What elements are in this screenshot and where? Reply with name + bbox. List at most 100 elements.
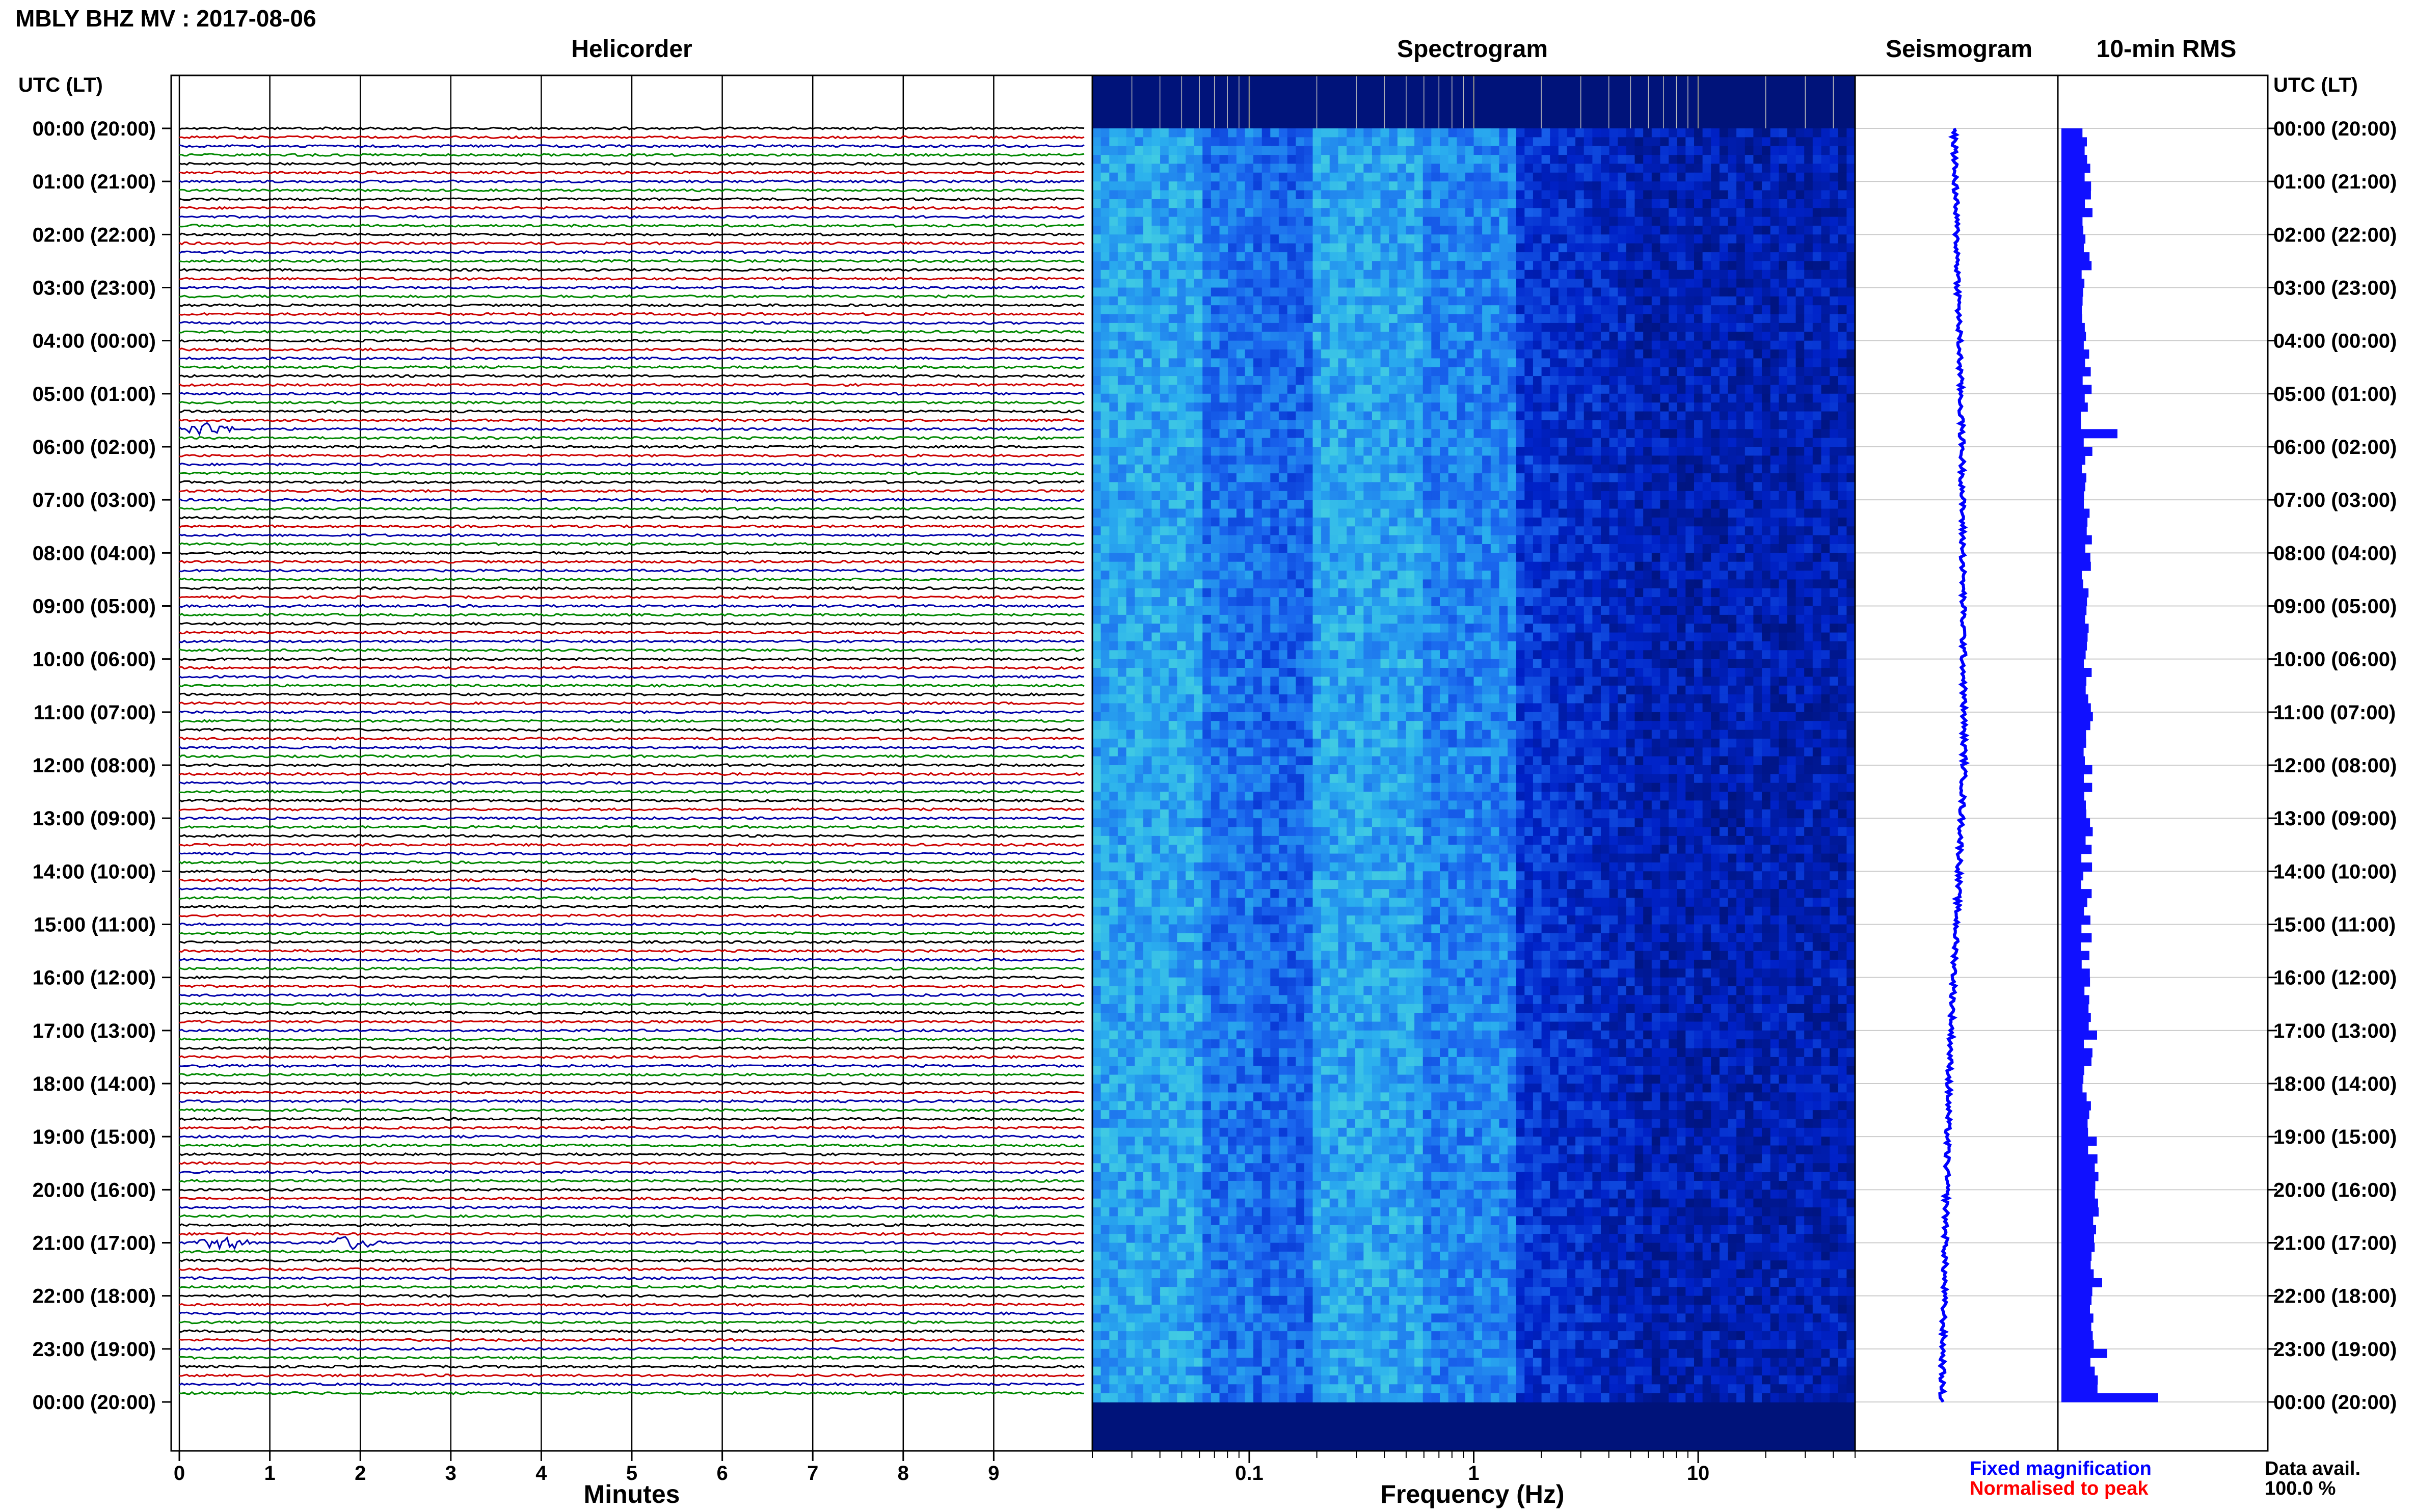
spectrogram-cell [1601, 473, 1609, 482]
spectrogram-cell [1736, 553, 1745, 562]
spectrogram-cell [1491, 579, 1499, 588]
spectrogram-cell [1584, 579, 1593, 588]
spectrogram-cell [1296, 261, 1304, 270]
spectrogram-cell [1813, 261, 1821, 270]
spectrogram-cell [1533, 349, 1542, 359]
spectrogram-cell [1770, 128, 1779, 138]
spectrogram-cell [1669, 579, 1677, 588]
spectrogram-cell [1109, 402, 1118, 412]
spectrogram-cell [1660, 296, 1669, 306]
spectrogram-cell [1347, 349, 1355, 359]
spectrogram-cell [1694, 491, 1703, 500]
spectrogram-cell [1177, 455, 1186, 465]
spectrogram-cell [1720, 588, 1728, 598]
spectrogram-cell [1821, 500, 1830, 509]
spectrogram-cell [1262, 491, 1271, 500]
spectrogram-cell [1330, 376, 1338, 385]
spectrogram-cell [1711, 173, 1720, 182]
spectrogram-cell [1813, 606, 1821, 615]
spectrogram-cell [1296, 234, 1304, 244]
spectrogram-cell [1338, 252, 1347, 261]
spectrogram-cell [1846, 244, 1855, 253]
spectrogram-cell [1363, 314, 1372, 323]
spectrogram-cell [1262, 526, 1271, 535]
spectrogram-cell [1567, 288, 1576, 297]
spectrogram-cell [1601, 358, 1609, 367]
spectrogram-cell [1499, 261, 1508, 270]
spectrogram-cell [1550, 579, 1559, 588]
spectrogram-cell [1287, 181, 1296, 191]
spectrogram-cell [1652, 465, 1660, 474]
spectrogram-cell [1287, 199, 1296, 208]
spectrogram-cell [1135, 164, 1143, 173]
spectrogram-cell [1389, 553, 1398, 562]
spectrogram-cell [1516, 376, 1525, 385]
spectrogram-cell [1499, 296, 1508, 306]
spectrogram-cell [1652, 341, 1660, 350]
spectrogram-cell [1245, 376, 1253, 385]
spectrogram-cell [1567, 217, 1576, 226]
spectrogram-cell [1381, 402, 1389, 412]
spectrogram-cell [1253, 597, 1262, 606]
spectrogram-cell [1406, 181, 1414, 191]
spectrogram-cell [1304, 588, 1313, 598]
spectrogram-cell [1643, 252, 1652, 261]
spectrogram-cell [1211, 252, 1220, 261]
spectrogram-cell [1762, 500, 1770, 509]
spectrogram-cell [1830, 349, 1838, 359]
spectrogram-cell [1796, 279, 1805, 288]
spectrogram-cell [1347, 217, 1355, 226]
spectrogram-cell [1770, 358, 1779, 367]
spectrogram-cell [1703, 288, 1711, 297]
spectrogram-cell [1431, 146, 1440, 155]
spectrogram-cell [1711, 402, 1720, 412]
spectrogram-cell [1821, 447, 1830, 456]
spectrogram-cell [1118, 482, 1126, 491]
spectrogram-cell [1838, 465, 1847, 474]
spectrogram-cell [1186, 217, 1194, 226]
spectrogram-cell [1270, 491, 1279, 500]
spectrogram-cell [1770, 270, 1779, 279]
spectrogram-cell [1728, 296, 1737, 306]
spectrogram-cell [1609, 305, 1618, 314]
spectrogram-cell [1762, 509, 1770, 518]
spectrogram-cell [1465, 402, 1474, 412]
spectrogram-cell [1245, 438, 1253, 447]
spectrogram-cell [1355, 314, 1364, 323]
spectrogram-cell [1330, 597, 1338, 606]
spectrogram-cell [1787, 252, 1796, 261]
spectrogram-cell [1287, 455, 1296, 465]
spectrogram-cell [1813, 296, 1821, 306]
spectrogram-cell [1685, 385, 1694, 394]
spectrogram-cell [1626, 349, 1635, 359]
spectrogram-cell [1363, 402, 1372, 412]
spectrogram-cell [1321, 473, 1330, 482]
spectrogram-cell [1237, 146, 1245, 155]
spectrogram-cell [1491, 323, 1499, 332]
spectrogram-cell [1677, 332, 1686, 341]
spectrogram-cell [1279, 323, 1287, 332]
spectrogram-cell [1516, 244, 1525, 253]
spectrogram-cell [1465, 500, 1474, 509]
spectrogram-cell [1398, 305, 1406, 314]
spectrogram-cell [1524, 465, 1533, 474]
spectrogram-cell [1753, 181, 1762, 191]
spectrogram-cell [1262, 562, 1271, 571]
spectrogram-cell [1220, 376, 1228, 385]
spectrogram-cell [1609, 137, 1618, 146]
spectrogram-cell [1559, 455, 1567, 465]
spectrogram-cell [1423, 244, 1432, 253]
spectrogram-cell [1338, 500, 1347, 509]
spectrogram-cell [1253, 376, 1262, 385]
spectrogram-cell [1237, 288, 1245, 297]
spectrogram-cell [1406, 588, 1414, 598]
spectrogram-cell [1423, 332, 1432, 341]
spectrogram-cell [1524, 385, 1533, 394]
spectrogram-cell [1804, 588, 1813, 598]
spectrogram-cell [1330, 385, 1338, 394]
spectrogram-cell [1753, 455, 1762, 465]
spectrogram-cell [1711, 217, 1720, 226]
spectrogram-cell [1720, 509, 1728, 518]
spectrogram-cell [1186, 394, 1194, 403]
spectrogram-cell [1202, 217, 1211, 226]
